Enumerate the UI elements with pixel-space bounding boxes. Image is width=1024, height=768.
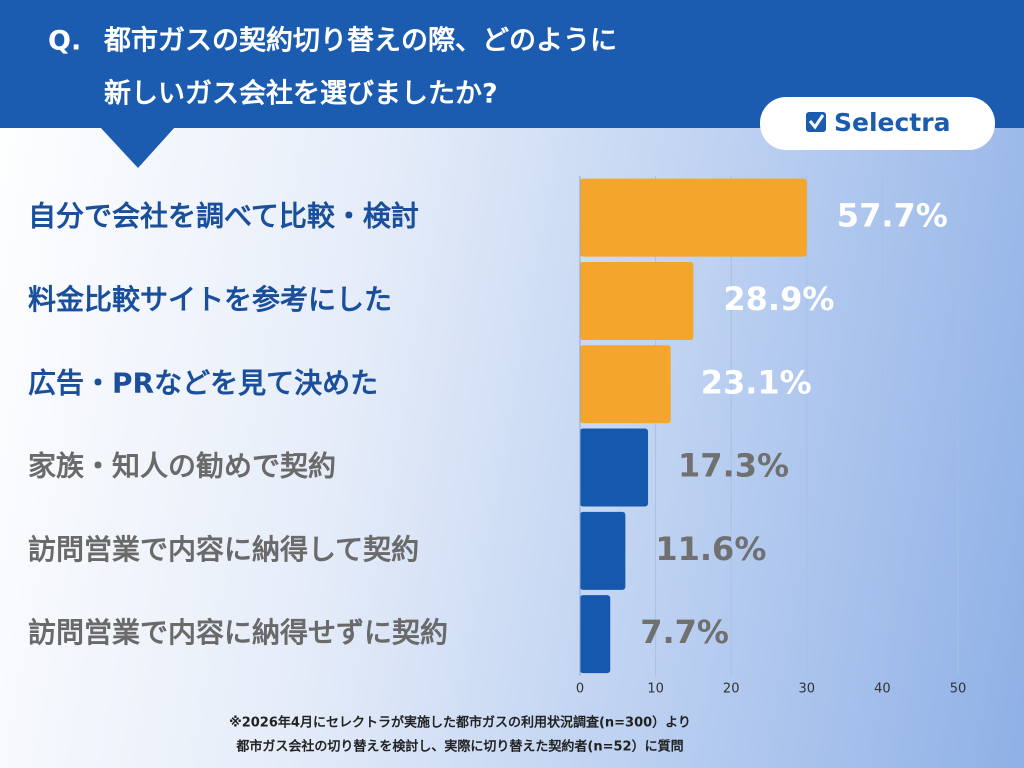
x-tick-label: 20 bbox=[723, 682, 740, 697]
footnote: 都市ガス会社の切り替えを検討し、実際に切り替えた契約者(n=52）に質問 bbox=[235, 739, 683, 755]
value-label: 11.6% bbox=[655, 530, 766, 568]
category-label: 訪問営業で内容に納得して契約 bbox=[28, 533, 419, 566]
value-label: 7.7% bbox=[640, 613, 729, 651]
bar bbox=[580, 428, 649, 507]
title-line: 都市ガスの契約切り替えの際、どのように bbox=[103, 25, 617, 57]
x-tick-label: 40 bbox=[874, 682, 891, 697]
category-label: 訪問営業で内容に納得せずに契約 bbox=[28, 616, 448, 649]
title-prefix: Q. bbox=[48, 26, 81, 57]
brand-badge bbox=[760, 97, 995, 150]
category-label: 自分で会社を調べて比較・検討 bbox=[28, 200, 419, 233]
category-label: 料金比較サイトを参考にした bbox=[28, 283, 392, 316]
footnote: ※2026年4月にセレクトラが実施した都市ガスの利用状況調査(n=300）より bbox=[229, 715, 691, 731]
bar bbox=[580, 178, 807, 257]
x-tick-label: 10 bbox=[647, 682, 664, 697]
x-tick-label: 0 bbox=[576, 682, 584, 697]
bar bbox=[580, 511, 626, 590]
bar bbox=[580, 261, 694, 340]
x-tick-label: 50 bbox=[950, 682, 967, 697]
x-tick-label: 30 bbox=[799, 682, 816, 697]
title-line: 新しいガス会社を選びましたか? bbox=[104, 78, 498, 110]
brand-name: Selectra bbox=[834, 108, 950, 137]
bar bbox=[580, 595, 611, 674]
value-label: 57.7% bbox=[837, 197, 948, 235]
header-notch bbox=[100, 127, 175, 168]
value-label: 17.3% bbox=[678, 447, 789, 485]
value-label: 23.1% bbox=[701, 363, 812, 401]
value-label: 28.9% bbox=[723, 280, 834, 318]
category-label: 広告・PRなどを見て決めた bbox=[28, 366, 378, 399]
brand-check bbox=[808, 114, 825, 130]
category-label: 家族・知人の勧めで契約 bbox=[28, 450, 336, 483]
bar bbox=[580, 345, 671, 424]
